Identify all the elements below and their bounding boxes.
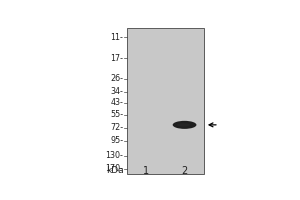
Text: 11-: 11- <box>111 33 124 42</box>
Bar <box>127 28 204 174</box>
Text: 95-: 95- <box>110 136 124 145</box>
Text: 170-: 170- <box>106 164 124 173</box>
Text: 1: 1 <box>143 166 149 176</box>
Text: kDa: kDa <box>106 166 124 175</box>
Text: 34-: 34- <box>111 87 124 96</box>
Text: 17-: 17- <box>110 54 124 63</box>
Text: 43-: 43- <box>111 98 124 107</box>
Text: 130-: 130- <box>106 151 124 160</box>
Text: 55-: 55- <box>110 110 124 119</box>
Ellipse shape <box>177 123 190 126</box>
Text: 2: 2 <box>182 166 188 176</box>
Text: 72-: 72- <box>110 123 124 132</box>
Ellipse shape <box>173 121 196 129</box>
Text: 26-: 26- <box>110 74 124 83</box>
